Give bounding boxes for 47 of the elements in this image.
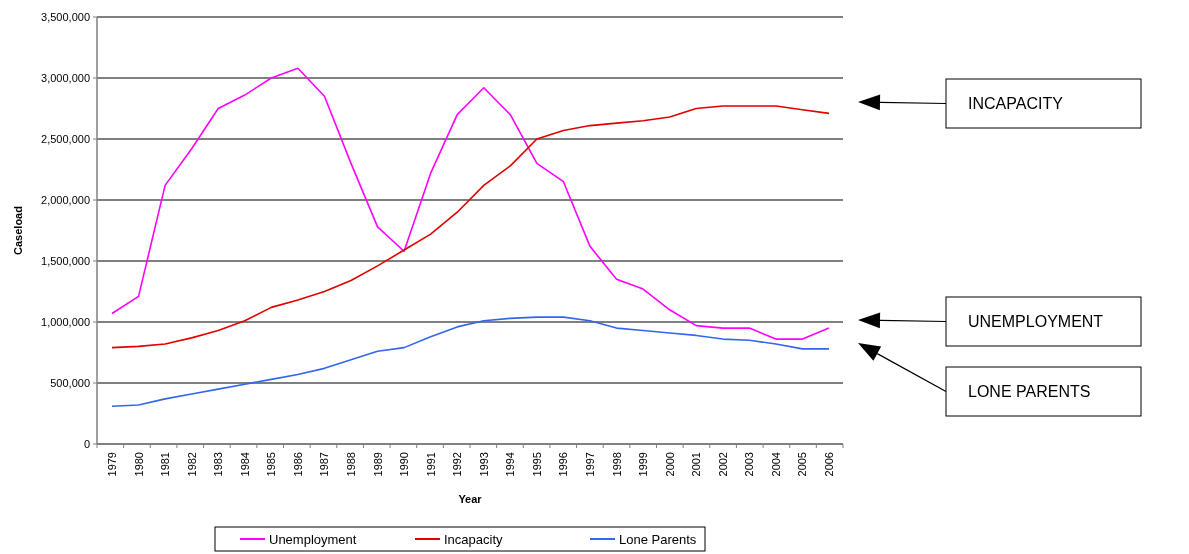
- x-tick-label: 2000: [663, 452, 676, 477]
- x-tick-label: 1999: [637, 452, 650, 477]
- y-tick-label: 3,000,000: [41, 71, 90, 84]
- text: UNEMPLOYMENT: [968, 313, 1104, 331]
- line-series: [111, 316, 830, 407]
- text: INCAPACITY: [968, 95, 1064, 113]
- x-tick-label: 2006: [823, 452, 835, 477]
- y-axis-title: Caseload: [12, 206, 24, 255]
- x-tick-label: 2002: [716, 452, 729, 477]
- legend-label: Lone Parents: [619, 531, 697, 547]
- y-tick-label: 1,500,000: [41, 254, 90, 267]
- x-tick-label: 2003: [743, 452, 756, 477]
- x-tick-label: 1988: [345, 452, 357, 477]
- y-tick-label: 1,000,000: [41, 315, 90, 328]
- x-tick-label: 1997: [584, 452, 596, 477]
- x-tick-label: 2001: [690, 452, 703, 477]
- line-series: [111, 105, 830, 349]
- x-tick-label: 1985: [265, 452, 278, 477]
- x-tick-label: 1984: [238, 452, 251, 477]
- y-tick-label: 2,000,000: [41, 193, 90, 206]
- y-tick-label: 3,500,000: [41, 10, 90, 23]
- x-tick-label: 1983: [212, 452, 225, 477]
- x-tick-label: 1990: [398, 452, 411, 477]
- x-tick-label: 1993: [477, 452, 490, 477]
- x-tick-label: 1979: [106, 452, 118, 477]
- x-tick-label: 1992: [451, 452, 464, 477]
- x-tick-label: 1989: [371, 452, 384, 477]
- y-tick-label: 500,000: [50, 376, 90, 389]
- x-tick-label: 1981: [159, 452, 172, 477]
- x-axis-title: Year: [458, 493, 483, 505]
- x-tick-label: 1980: [132, 452, 145, 477]
- legend-label: Unemployment: [269, 531, 357, 547]
- x-tick-label: 2004: [769, 452, 782, 477]
- text: LONE PARENTS: [968, 383, 1091, 401]
- y-tick-label: 0: [83, 437, 90, 450]
- x-tick-label: 1996: [557, 452, 570, 477]
- x-tick-label: 1998: [610, 452, 623, 477]
- y-tick-label: 2,500,000: [41, 132, 90, 145]
- x-tick-label: 1995: [530, 452, 543, 477]
- x-tick-label: 1991: [424, 452, 437, 477]
- x-tick-label: 2005: [796, 452, 809, 477]
- x-tick-label: 1994: [504, 452, 517, 477]
- x-tick-label: 1986: [291, 452, 304, 477]
- x-tick-label: 1987: [318, 452, 331, 477]
- legend-label: Incapacity: [444, 531, 504, 547]
- x-tick-label: 1982: [185, 452, 198, 477]
- line-series: [111, 67, 830, 340]
